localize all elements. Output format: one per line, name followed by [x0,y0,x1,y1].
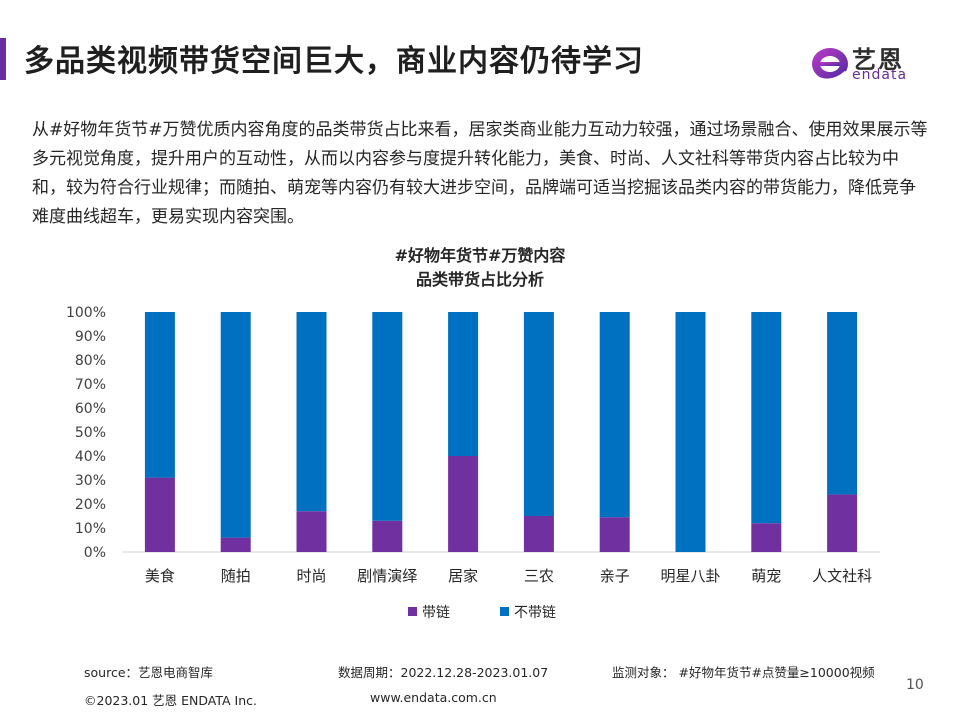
x-tick-label: 三农 [524,567,554,585]
bar-with-link [523,516,554,552]
y-tick-label: 10% [75,521,106,537]
x-tick-label: 萌宠 [751,567,781,585]
bar-with-link [751,523,782,552]
y-tick-label: 60% [75,401,106,417]
legend-label: 不带链 [514,605,556,621]
footer-target: 监测对象： #好物年货节#点赞量≥10000视频 [612,665,875,680]
chart-title: #好物年货节#万赞内容 品类带货占比分析 [0,244,960,292]
bar-without-link [523,312,554,516]
bar-with-link [144,477,175,552]
y-tick-label: 100% [66,305,106,321]
bar-with-link [599,517,630,552]
bar-with-link [827,494,858,552]
bar-without-link [751,312,782,524]
endata-logo-icon [812,48,848,82]
footer-source: source：艺恩电商智库 [84,665,214,680]
y-tick-label: 20% [75,497,106,513]
x-tick-label: 人文社科 [812,567,872,585]
x-tick-label: 亲子 [600,567,630,585]
bar-with-link [448,456,479,552]
y-tick-label: 80% [75,353,106,369]
y-tick-label: 50% [75,425,106,441]
page-title: 多品类视频带货空间巨大，商业内容仍待学习 [24,44,644,79]
bar-without-link [448,312,479,456]
chart-title-line2: 品类带货占比分析 [415,270,544,289]
y-tick-label: 0% [84,545,106,561]
legend-label: 带链 [422,605,450,621]
bar-with-link [220,537,251,552]
y-tick-label: 70% [75,377,106,393]
bar-without-link [827,312,858,495]
footer-copyright: ©2023.01 艺恩 ENDATA Inc. [84,693,258,708]
y-tick-label: 40% [75,449,106,465]
endata-logo: 艺恩 endata [810,40,930,86]
bar-without-link [372,312,403,521]
y-tick-label: 30% [75,473,106,489]
footer-website: www.endata.com.cn [370,690,497,705]
y-tick-label: 90% [75,329,106,345]
x-tick-label: 剧情演绎 [357,567,417,585]
bar-without-link [296,312,327,512]
x-tick-label: 时尚 [296,567,326,585]
bar-with-link [296,511,327,552]
x-tick-label: 明星八卦 [660,567,720,585]
title-accent-bar [0,38,6,80]
intro-paragraph: 从#好物年货节#万赞优质内容角度的品类带货占比来看，居家类商业能力互动力较强，通… [32,120,928,227]
bar-without-link [675,312,706,552]
bar-without-link [220,312,251,538]
x-tick-label: 随拍 [221,567,251,585]
x-tick-label: 美食 [145,567,175,585]
bar-with-link [372,520,403,552]
x-tick-label: 居家 [448,567,478,585]
legend-swatch [500,607,509,616]
logo-chinese-text: 艺恩 [852,46,904,74]
legend-swatch [408,607,417,616]
logo-english-text: endata [852,67,908,83]
bar-without-link [144,312,175,478]
chart-title-line1: #好物年货节#万赞内容 [394,246,566,265]
bar-without-link [599,312,630,518]
footer-period: 数据周期：2022.12.28-2023.01.07 [338,665,549,680]
page-number: 10 [906,677,924,693]
